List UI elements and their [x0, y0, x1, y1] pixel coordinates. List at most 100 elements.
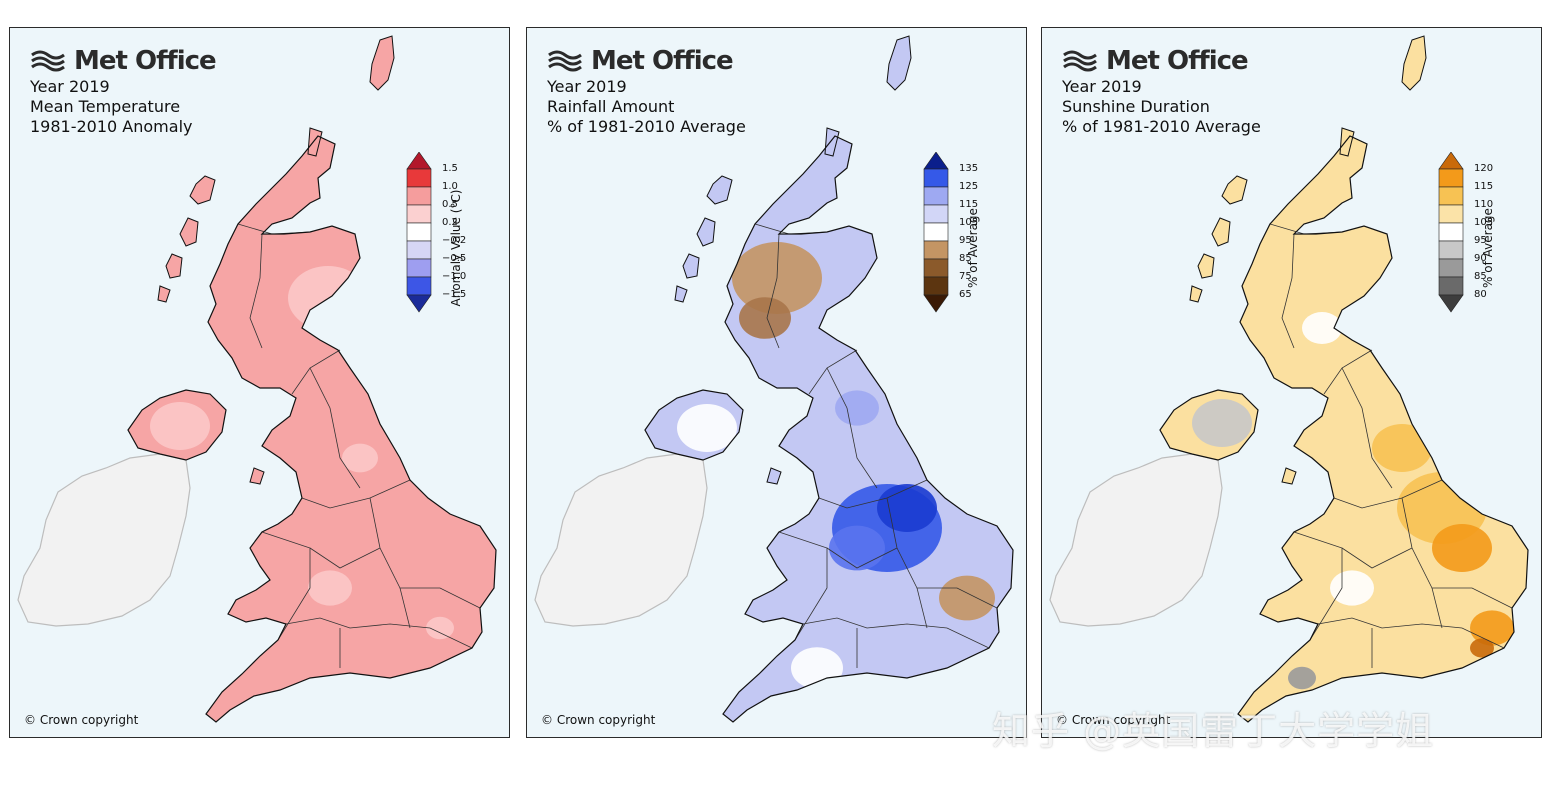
colorbar-min-arrow — [406, 294, 432, 313]
island — [1197, 253, 1215, 279]
anomaly-patch — [426, 616, 454, 640]
colorbar-bin — [923, 204, 949, 224]
island — [157, 285, 171, 303]
map-titles: Year 2019 Rainfall Amount % of 1981-2010… — [547, 77, 746, 137]
colorbar-bin — [406, 222, 432, 242]
island — [886, 35, 912, 91]
anomaly-patch — [877, 484, 937, 532]
colorbar-bin — [1438, 186, 1464, 206]
colorbar — [1438, 152, 1464, 313]
colorbar-tick-label: 65 — [959, 289, 972, 300]
island — [369, 35, 395, 91]
region-boundary — [766, 233, 780, 349]
anomaly-patch — [150, 402, 210, 450]
anomaly-patch — [1330, 570, 1374, 606]
colorbar-tick-label: −0.2 — [442, 235, 467, 246]
island — [682, 253, 700, 279]
island — [1339, 127, 1355, 157]
region-boundary — [1317, 617, 1505, 649]
colorbar-tick-label: 80 — [1474, 289, 1487, 300]
title-baseline: % of 1981-2010 Average — [1062, 117, 1261, 136]
region-boundary — [1281, 233, 1295, 349]
map-titles: Year 2019 Mean Temperature 1981-2010 Ano… — [30, 77, 192, 137]
temperature-map-panel: Met Office Year 2019 Mean Temperature 19… — [9, 27, 510, 738]
colorbar-tick-label: 105 — [1474, 217, 1494, 228]
colorbar-label: % of Average — [1481, 208, 1495, 288]
anomaly-patch — [677, 404, 737, 452]
colorbar-bin — [923, 222, 949, 242]
region-boundary — [1431, 587, 1443, 629]
map — [17, 35, 497, 723]
anomaly-patch — [1302, 312, 1342, 344]
colorbar-tick-label: 110 — [1474, 199, 1494, 210]
title-baseline: % of 1981-2010 Average — [547, 117, 746, 136]
island — [766, 467, 782, 485]
watermark: 知乎 @英国雷丁大学学姐 — [992, 709, 1435, 753]
colorbar-bin — [406, 186, 432, 206]
region-boundary — [1341, 367, 1393, 489]
rainfall-map-panel: Met Office Year 2019 Rainfall Amount % o… — [526, 27, 1027, 738]
colorbar-tick-label: 120 — [1474, 163, 1494, 174]
anomaly-patch — [739, 297, 791, 339]
copyright: © Crown copyright — [541, 713, 656, 727]
colorbar-bin — [923, 240, 949, 260]
northern-ireland-coastline — [644, 389, 744, 461]
anomaly-patch — [1432, 524, 1492, 572]
logo-text: Met Office — [74, 46, 217, 76]
anomaly-patch — [829, 525, 885, 571]
copyright: © Crown copyright — [1056, 713, 1171, 727]
region-boundary — [1293, 531, 1343, 641]
colorbar-min-arrow — [1438, 294, 1464, 313]
region-boundary — [309, 367, 361, 489]
title-variable: Mean Temperature — [30, 97, 181, 116]
region-boundary — [826, 367, 878, 489]
colorbar-tick-label: 0.2 — [442, 217, 458, 228]
colorbar-min-arrow — [923, 294, 949, 313]
colorbar-bin — [923, 258, 949, 278]
met-office-logo-icon — [548, 50, 582, 72]
map-titles: Year 2019 Sunshine Duration % of 1981-20… — [1062, 77, 1261, 137]
region-boundary — [802, 617, 990, 649]
map — [534, 35, 1014, 723]
colorbar-tick-label: 1.5 — [442, 163, 458, 174]
region-boundary — [1333, 479, 1443, 509]
colorbar-tick-label: 115 — [959, 199, 979, 210]
great-britain-coastline — [722, 135, 1014, 723]
colorbar-bin — [923, 276, 949, 296]
island — [706, 175, 733, 205]
colorbar-bin — [406, 168, 432, 188]
colorbar — [923, 152, 949, 313]
title-variable: Rainfall Amount — [547, 97, 675, 116]
anomaly-patch — [1192, 399, 1252, 447]
region-boundary — [301, 479, 411, 509]
colorbar-bin — [406, 276, 432, 296]
title-year: Year 2019 — [547, 77, 627, 96]
colorbar-bin — [1438, 204, 1464, 224]
anomaly-patch — [1470, 638, 1494, 658]
met-office-logo: Met Office — [1062, 46, 1249, 76]
colorbar-tick-label: 1.0 — [442, 181, 458, 192]
northern-ireland-coastline — [1159, 389, 1259, 461]
logo-text: Met Office — [591, 46, 734, 76]
island — [249, 467, 265, 485]
colorbar-tick-label: 105 — [959, 217, 979, 228]
anomaly-patch — [308, 570, 352, 606]
island — [696, 217, 716, 247]
title-year: Year 2019 — [30, 77, 110, 96]
sunshine-map-panel: Met Office Year 2019 Sunshine Duration %… — [1041, 27, 1542, 738]
colorbar-bin — [406, 258, 432, 278]
region-boundary — [916, 587, 928, 629]
ireland-landmass — [1049, 453, 1223, 627]
island — [824, 127, 840, 157]
ireland-landmass — [17, 453, 191, 627]
colorbar-bin — [1438, 168, 1464, 188]
colorbar-max-arrow — [406, 152, 432, 170]
colorbar-bin — [1438, 258, 1464, 278]
colorbar-bin — [923, 168, 949, 188]
island — [165, 253, 183, 279]
island — [1221, 175, 1248, 205]
anomaly-patch — [1372, 424, 1432, 472]
region-boundary — [399, 587, 411, 629]
great-britain-coastline — [205, 135, 497, 723]
northern-ireland-coastline — [127, 389, 227, 461]
